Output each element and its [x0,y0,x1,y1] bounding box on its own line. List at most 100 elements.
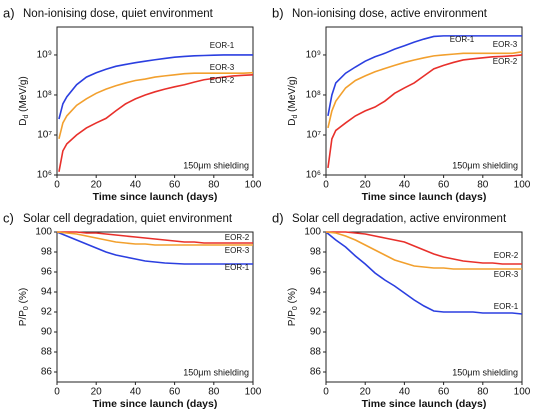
panel-label: b) [272,5,284,20]
x-tick-label: 100 [245,387,262,398]
chart-title: Solar cell degradation, active environme… [292,213,507,225]
x-tick-label: 40 [399,180,411,191]
y-tick-label: 10⁷ [306,130,321,141]
data-line [58,71,254,140]
y-tick-label: 92 [310,307,322,318]
subplot: b) Non-ionising dose, active environment 0… [272,5,531,202]
subplot: c) Solar cell degradation, quiet environm… [3,210,262,409]
y-axis-label: Dd (MeV/g) [18,76,31,125]
x-tick-label: 60 [438,387,450,398]
y-tick-label: 92 [41,307,53,318]
x-tick-label: 0 [54,387,60,398]
series-label: EOR-2 [493,57,518,66]
series-label: EOR-2 [494,251,519,260]
x-axis-label: Time since launch (days) [93,398,218,410]
data-line [56,231,253,265]
y-tick-label: 100 [35,227,52,238]
y-label-sub: d [292,115,299,119]
y-tick-label: 10⁶ [37,170,52,181]
y-label-main: P/P [18,310,29,326]
x-tick-label: 60 [438,180,450,191]
y-label-rest: (%) [18,288,29,306]
y-label-main: P/P [287,310,298,326]
x-tick-label: 80 [208,387,220,398]
y-tick-label: 100 [304,227,321,238]
y-tick-label: 10⁶ [306,170,321,181]
y-tick-label: 86 [41,367,53,378]
x-tick-label: 80 [477,387,489,398]
series-label: EOR-3 [210,63,235,72]
x-axis-label: Time since launch (days) [362,191,487,203]
x-tick-label: 20 [91,387,103,398]
x-tick-label: 40 [130,180,142,191]
x-tick-label: 20 [360,180,372,191]
y-tick-label: 10⁸ [306,90,321,101]
panel-label: a) [3,5,15,20]
data-line [327,35,522,117]
data-line [58,73,254,172]
y-tick-label: 90 [310,327,322,338]
y-tick-label: 94 [310,287,322,298]
x-tick-label: 40 [399,387,411,398]
series-label: EOR-1 [494,302,519,311]
plot-frame [56,231,254,383]
data-line [58,54,253,120]
annotation: 150μm shielding [183,160,249,170]
y-label-rest: (%) [287,288,298,306]
x-tick-label: 0 [323,180,329,191]
y-label-main: D [287,119,298,126]
series-label: EOR-2 [210,76,235,85]
chart-title: Non-ionising dose, active environment [292,8,488,20]
y-label-sub: 0 [23,306,30,310]
chart-title: Solar cell degradation, quiet environmen… [23,213,233,225]
y-tick-label: 98 [41,247,53,258]
y-axis-label: P/P0 (%) [18,288,31,326]
y-tick-label: 94 [41,287,53,298]
y-tick-label: 90 [41,327,53,338]
y-tick-label: 98 [310,247,322,258]
plot-frame [56,26,254,176]
y-tick-label: 10⁹ [306,50,321,61]
data-line [325,231,523,315]
panel-label: d) [272,210,284,225]
series-label: EOR-3 [494,270,519,279]
x-tick-label: 100 [514,387,531,398]
x-tick-label: 100 [514,180,531,191]
y-axis-label: P/P0 (%) [287,288,300,326]
chart-title: Non-ionising dose, quiet environment [23,8,214,20]
data-line [327,54,523,169]
x-tick-label: 100 [245,180,262,191]
x-axis-label: Time since launch (days) [362,398,487,410]
y-tick-label: 88 [310,347,322,358]
panel-label: c) [3,210,14,225]
data-line [327,51,523,129]
series-label: EOR-1 [225,263,250,272]
x-tick-label: 20 [91,180,103,191]
annotation: 150μm shielding [452,367,518,377]
x-tick-label: 60 [169,180,181,191]
y-tick-label: 10⁸ [37,90,52,101]
y-axis-label: Dd (MeV/g) [287,76,300,125]
x-tick-label: 40 [130,387,142,398]
y-tick-label: 86 [310,367,322,378]
x-tick-label: 0 [323,387,329,398]
series-label: EOR-1 [450,35,475,44]
data-line [56,231,253,246]
y-label-main: D [18,119,29,126]
y-tick-label: 96 [41,267,53,278]
data-line [326,231,522,265]
y-tick-label: 10⁷ [37,130,52,141]
x-tick-label: 80 [208,180,220,191]
series-label: EOR-1 [210,41,235,50]
subplot: a) Non-ionising dose, quiet environment 0 2… [3,5,262,202]
x-tick-label: 0 [54,180,60,191]
x-tick-label: 20 [360,387,372,398]
y-tick-label: 10⁹ [37,50,52,61]
x-axis-label: Time since launch (days) [93,191,218,203]
series-label: EOR-3 [225,246,250,255]
annotation: 150μm shielding [452,160,518,170]
annotation: 150μm shielding [183,367,249,377]
series-label: EOR-2 [225,233,250,242]
series-label: EOR-3 [493,40,518,49]
